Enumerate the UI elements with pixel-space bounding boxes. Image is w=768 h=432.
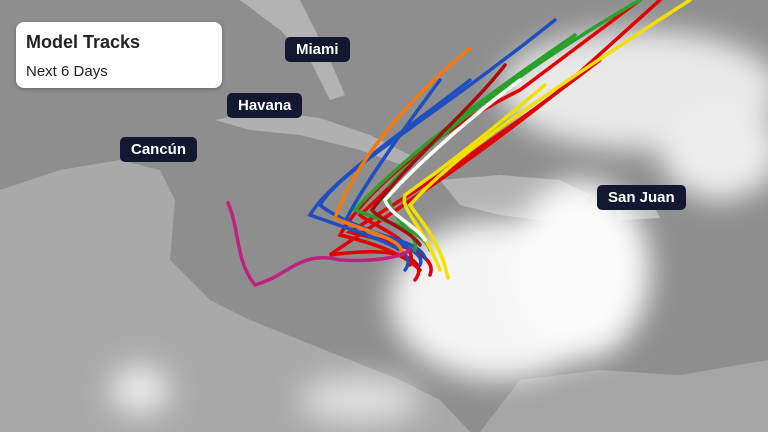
city-label-san-juan[interactable]: San Juan <box>597 185 686 210</box>
model-track-line <box>226 201 412 288</box>
legend-subtitle: Next 6 Days <box>26 63 108 80</box>
legend-card: Model Tracks Next 6 Days <box>16 22 222 88</box>
model-track-line <box>332 46 472 257</box>
model-track-line <box>337 0 642 272</box>
model-track-line <box>342 78 442 260</box>
cloud-cover <box>110 30 768 425</box>
model-track-line <box>369 63 507 247</box>
land-central-america <box>0 160 470 432</box>
model-track-line <box>402 83 547 272</box>
land-cuba <box>215 110 420 168</box>
city-label-miami[interactable]: Miami <box>285 37 350 62</box>
model-tracks <box>226 0 692 288</box>
city-label-havana[interactable]: Havana <box>227 93 303 118</box>
model-track-line <box>407 0 692 280</box>
land-florida <box>240 0 345 100</box>
land-south-america <box>480 360 768 432</box>
legend-title: Model Tracks <box>26 32 141 52</box>
city-label-cancun[interactable]: Cancún <box>120 137 198 162</box>
model-track-line <box>352 33 577 252</box>
model-track-line <box>317 18 557 267</box>
model-track-line <box>383 78 522 242</box>
